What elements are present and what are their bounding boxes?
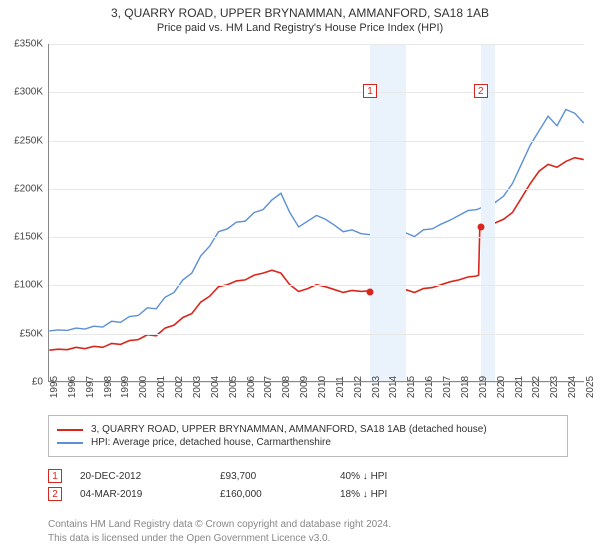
credits-line: This data is licensed under the Open Gov… <box>48 532 568 546</box>
plot-marker-box: 2 <box>474 84 488 98</box>
x-tick-label: 2024 <box>567 376 578 398</box>
x-tick-label: 2001 <box>156 376 167 398</box>
x-tick-label: 2020 <box>496 376 507 398</box>
x-tick-label: 2016 <box>424 376 435 398</box>
sale-delta: 18% ↓ HPI <box>340 489 460 500</box>
chart-container: 3, QUARRY ROAD, UPPER BRYNAMMAN, AMMANFO… <box>0 0 600 560</box>
x-tick-label: 2004 <box>210 376 221 398</box>
sale-date: 04-MAR-2019 <box>80 489 220 500</box>
legend-swatch <box>57 429 83 431</box>
gridline <box>49 189 584 190</box>
plot-marker-box: 1 <box>363 84 377 98</box>
x-tick-label: 2005 <box>228 376 239 398</box>
sale-row: 2 04-MAR-2019 £160,000 18% ↓ HPI <box>48 487 568 501</box>
chart-title: 3, QUARRY ROAD, UPPER BRYNAMMAN, AMMANFO… <box>0 6 600 20</box>
sales-table: 1 20-DEC-2012 £93,700 40% ↓ HPI 2 04-MAR… <box>48 465 568 505</box>
y-tick-label: £150K <box>14 232 43 243</box>
gridline <box>49 44 584 45</box>
x-tick-label: 2007 <box>263 376 274 398</box>
sale-date: 20-DEC-2012 <box>80 471 220 482</box>
x-tick-label: 2014 <box>388 376 399 398</box>
y-tick-label: £300K <box>14 87 43 98</box>
gridline <box>49 334 584 335</box>
sale-row: 1 20-DEC-2012 £93,700 40% ↓ HPI <box>48 469 568 483</box>
sale-price: £93,700 <box>220 471 340 482</box>
plot-area: £0£50K£100K£150K£200K£250K£300K£350K1995… <box>48 44 584 382</box>
legend-label: HPI: Average price, detached house, Carm… <box>91 437 331 448</box>
x-tick-label: 2023 <box>549 376 560 398</box>
credits: Contains HM Land Registry data © Crown c… <box>48 518 568 545</box>
y-tick-label: £200K <box>14 183 43 194</box>
x-tick-label: 1998 <box>103 376 114 398</box>
sale-point-marker <box>367 288 374 295</box>
sale-point-marker <box>477 224 484 231</box>
x-tick-label: 2000 <box>138 376 149 398</box>
x-tick-label: 1995 <box>49 376 60 398</box>
chart-svg <box>49 44 584 381</box>
x-tick-label: 2018 <box>460 376 471 398</box>
x-tick-label: 1997 <box>85 376 96 398</box>
x-tick-label: 2013 <box>371 376 382 398</box>
legend-item: 3, QUARRY ROAD, UPPER BRYNAMMAN, AMMANFO… <box>57 424 559 435</box>
x-tick-label: 2010 <box>317 376 328 398</box>
gridline <box>49 237 584 238</box>
gridline <box>49 285 584 286</box>
y-tick-label: £250K <box>14 135 43 146</box>
x-tick-label: 2015 <box>406 376 417 398</box>
x-tick-label: 2011 <box>335 376 346 398</box>
x-tick-label: 2017 <box>442 376 453 398</box>
sale-marker-number: 2 <box>52 489 58 500</box>
x-tick-label: 2003 <box>192 376 203 398</box>
sale-delta: 40% ↓ HPI <box>340 471 460 482</box>
chart-subtitle: Price paid vs. HM Land Registry's House … <box>0 22 600 34</box>
gridline <box>49 141 584 142</box>
y-tick-label: £50K <box>20 328 43 339</box>
sale-marker-icon: 1 <box>48 469 62 483</box>
sale-marker-number: 1 <box>52 471 58 482</box>
legend-label: 3, QUARRY ROAD, UPPER BRYNAMMAN, AMMANFO… <box>91 424 487 435</box>
x-tick-label: 2021 <box>514 376 525 398</box>
gridline <box>49 92 584 93</box>
legend-swatch <box>57 442 83 444</box>
x-tick-label: 2009 <box>299 376 310 398</box>
x-tick-label: 2025 <box>585 376 596 398</box>
legend-item: HPI: Average price, detached house, Carm… <box>57 437 559 448</box>
series-hpi <box>49 110 583 331</box>
x-tick-label: 2006 <box>246 376 257 398</box>
y-tick-label: £350K <box>14 39 43 50</box>
series-subject <box>49 158 583 351</box>
x-tick-label: 1999 <box>120 376 131 398</box>
sale-marker-icon: 2 <box>48 487 62 501</box>
legend: 3, QUARRY ROAD, UPPER BRYNAMMAN, AMMANFO… <box>48 415 568 457</box>
y-tick-label: £0 <box>32 377 43 388</box>
sale-price: £160,000 <box>220 489 340 500</box>
y-tick-label: £100K <box>14 280 43 291</box>
x-tick-label: 2008 <box>281 376 292 398</box>
x-tick-label: 2019 <box>478 376 489 398</box>
titles: 3, QUARRY ROAD, UPPER BRYNAMMAN, AMMANFO… <box>0 0 600 34</box>
x-tick-label: 2002 <box>174 376 185 398</box>
x-tick-label: 2012 <box>353 376 364 398</box>
credits-line: Contains HM Land Registry data © Crown c… <box>48 518 568 532</box>
x-tick-label: 2022 <box>531 376 542 398</box>
x-tick-label: 1996 <box>67 376 78 398</box>
